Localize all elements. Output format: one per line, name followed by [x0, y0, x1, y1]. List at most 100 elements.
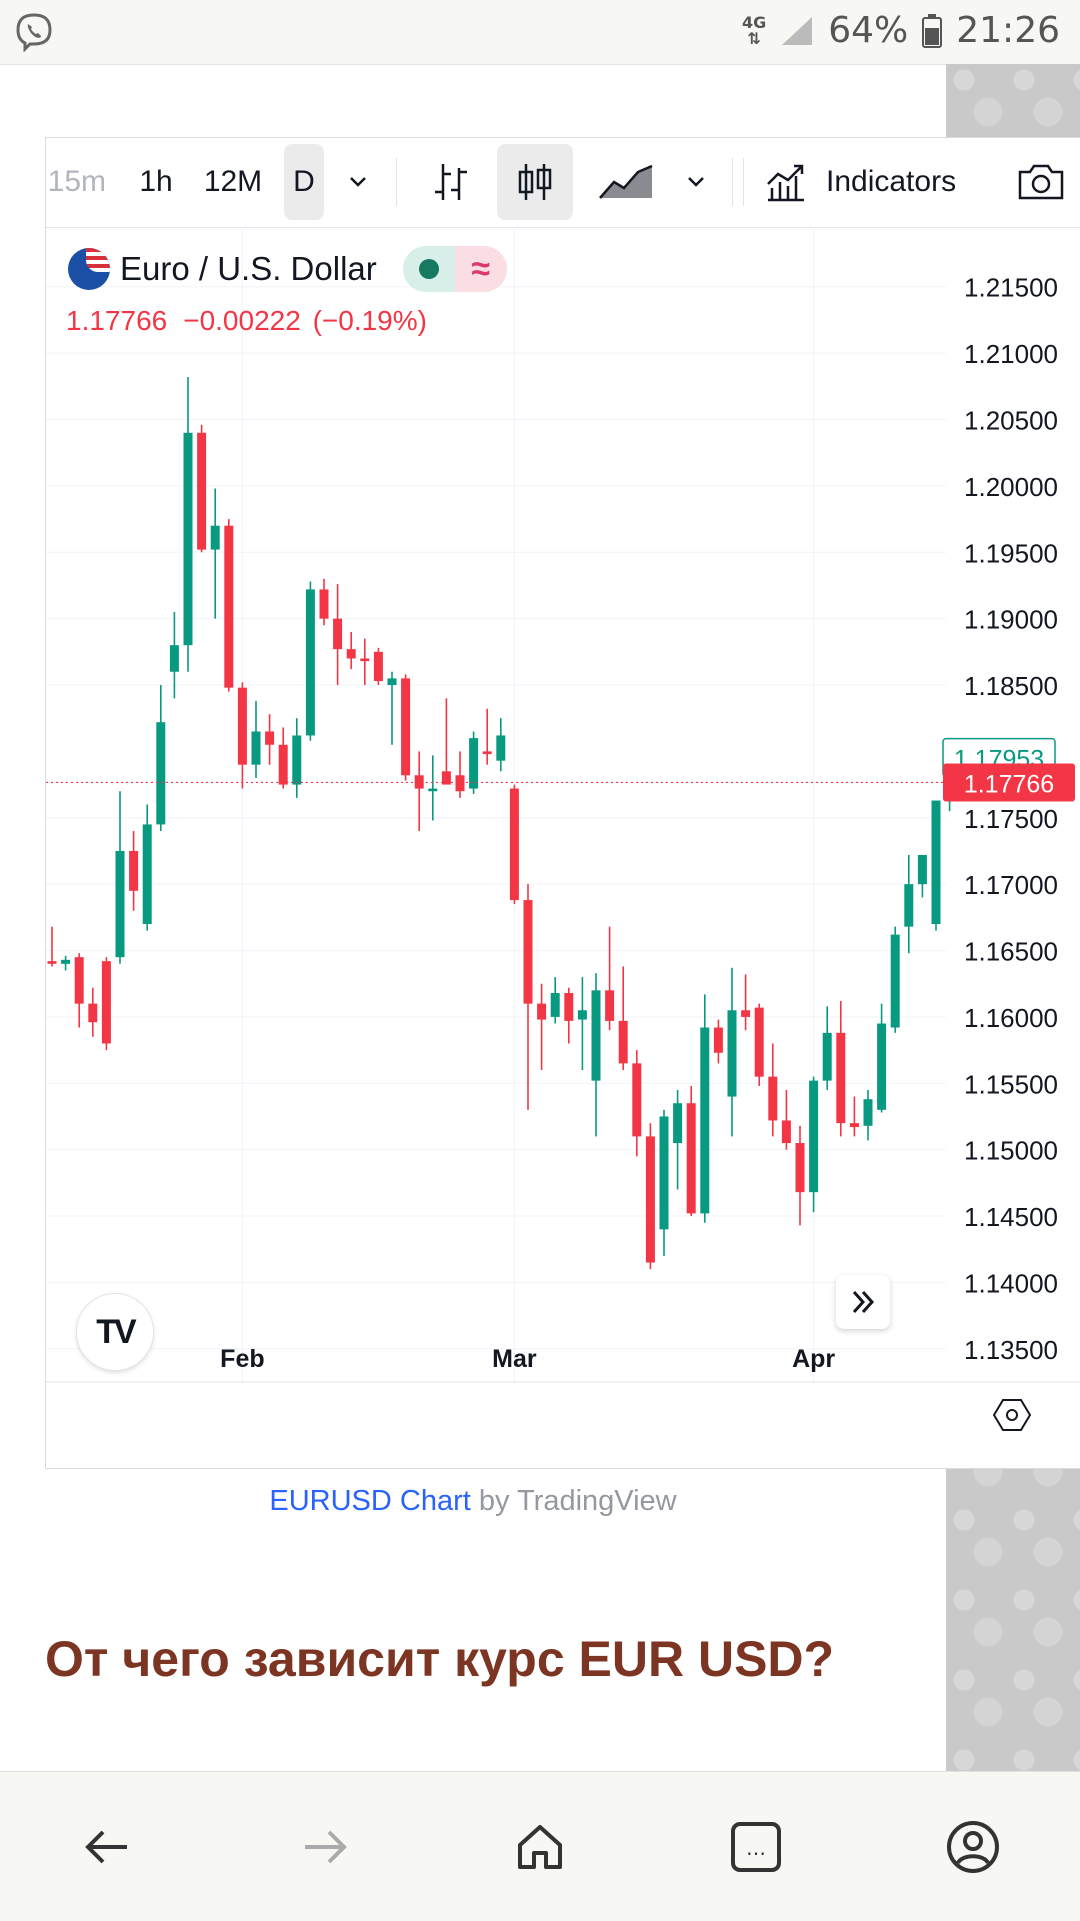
indicators-button[interactable]: Indicators [764, 144, 994, 220]
candle-body [251, 731, 261, 765]
candle-body [618, 1020, 628, 1064]
candle-body [469, 738, 479, 789]
back-arrow-icon[interactable] [72, 1812, 142, 1882]
candle-body [292, 735, 302, 785]
candle-body [210, 525, 220, 550]
y-tick-label: 1.19500 [964, 538, 1058, 568]
candle-body [754, 1007, 764, 1077]
y-tick-label: 1.20000 [964, 472, 1058, 502]
y-tick-label: 1.21500 [964, 273, 1058, 303]
candle-body [455, 775, 465, 792]
area-style-icon[interactable] [591, 144, 661, 220]
candle-body [482, 751, 492, 755]
style-dropdown-chevron-icon[interactable] [676, 144, 716, 220]
y-tick-label: 1.21000 [964, 339, 1058, 369]
tabs-icon[interactable]: … [721, 1812, 791, 1882]
candle-body [781, 1120, 791, 1144]
candle-body [115, 850, 125, 958]
candle-body [61, 959, 71, 964]
home-icon[interactable] [505, 1812, 575, 1882]
candle-body [713, 1027, 723, 1053]
indicators-label: Indicators [826, 165, 957, 198]
y-tick-label: 1.19000 [964, 605, 1058, 635]
y-tick-label: 1.14000 [964, 1268, 1058, 1298]
candle-body [387, 678, 397, 686]
interval-dropdown-chevron-icon[interactable] [338, 144, 378, 220]
candle-body [156, 722, 166, 825]
candle-body [129, 850, 139, 891]
symbol-name: Euro / U.S. Dollar [120, 250, 377, 287]
candle-body [659, 1116, 669, 1230]
forward-arrow-icon[interactable] [290, 1812, 360, 1882]
candle-body [564, 993, 574, 1021]
browser-nav-bar: … [0, 1771, 1080, 1921]
settings-hexagon [992, 1399, 1032, 1431]
candle-body [700, 1027, 710, 1214]
y-tick-label: 1.18500 [964, 671, 1058, 701]
y-tick-label: 1.16000 [964, 1003, 1058, 1033]
candle-body [319, 589, 329, 619]
x-tick-label: Mar [492, 1345, 537, 1373]
chart-toolbar: 15m 1h 12M D Indicators [46, 138, 1080, 228]
account-icon[interactable] [938, 1812, 1008, 1882]
candle-body [673, 1103, 683, 1144]
interval-12m[interactable]: 12M [203, 165, 263, 198]
interval-1h[interactable]: 1h [139, 165, 173, 198]
candle-body [591, 990, 601, 1081]
candle-body [577, 1010, 587, 1020]
market-open-icon [402, 246, 455, 292]
y-tick-label: 1.17000 [964, 870, 1058, 900]
y-tick-label: 1.13500 [964, 1335, 1058, 1365]
status-bar: 4G ⇅ 64% 21:26 [0, 0, 1080, 65]
price-chart[interactable]: 1.21500 1.21000 1.20500 1.20000 1.19500 1.190… [46, 227, 1080, 1468]
candle-body [197, 432, 207, 550]
candle-body [265, 731, 275, 745]
candle-body [523, 900, 533, 1004]
caption-by: by TradingView [470, 1485, 677, 1517]
eurusd-chart-link[interactable]: EURUSD Chart [269, 1485, 471, 1517]
tradingview-logo-icon[interactable]: TV [76, 1293, 154, 1371]
candle-body [428, 788, 438, 792]
viber-icon [14, 12, 54, 57]
delayed-data-icon: ≈ [454, 246, 507, 292]
camera-icon[interactable] [1006, 144, 1076, 220]
bars-style-icon[interactable] [416, 144, 486, 220]
market-status-pill[interactable]: ≈ [402, 246, 507, 292]
double-chevron-right-icon [852, 1290, 875, 1314]
article-heading: От чего зависит курс EUR USD? [45, 1631, 835, 1687]
candle-body [333, 618, 343, 650]
scroll-to-realtime-button[interactable] [836, 1275, 890, 1329]
chart-settings-icon[interactable] [992, 1399, 1032, 1431]
candle-body [346, 649, 356, 659]
candle-body [47, 961, 57, 964]
candle-body [537, 1003, 547, 1020]
interval-d[interactable]: D [284, 144, 324, 220]
chart-caption: EURUSD Chart by TradingView [0, 1485, 946, 1518]
y-tick-label: 1.15000 [964, 1136, 1058, 1166]
price-change-percent: (−0.19%) [312, 305, 427, 336]
battery-icon [922, 13, 943, 48]
candle-body [496, 735, 506, 761]
x-tick-label: Apr [792, 1345, 835, 1373]
candle-body [877, 1023, 887, 1110]
candle-body [74, 957, 84, 1004]
candle-body [917, 854, 927, 885]
candle-body [741, 1010, 751, 1017]
candle-body [169, 645, 179, 672]
clock: 21:26 [956, 10, 1060, 51]
y-tick-label: 1.16500 [964, 937, 1058, 967]
x-tick-label: Feb [220, 1345, 264, 1373]
candle-body [645, 1136, 655, 1263]
candle-body [809, 1080, 819, 1193]
candles-style-icon[interactable] [497, 144, 573, 220]
network-type: 4G ⇅ [741, 12, 767, 48]
price-legend-values: 1.17766 −0.00222 (−0.19%) [66, 305, 427, 337]
candle-body [414, 775, 424, 789]
toolbar-divider [396, 158, 397, 206]
indicators-icon [767, 164, 804, 202]
y-tick-label: 1.15500 [964, 1069, 1058, 1099]
toolbar-divider [732, 158, 733, 206]
candle-body [142, 824, 152, 924]
symbol-legend: Euro / U.S. Dollar ≈ [68, 246, 507, 292]
interval-15m[interactable]: 15m [47, 165, 106, 198]
